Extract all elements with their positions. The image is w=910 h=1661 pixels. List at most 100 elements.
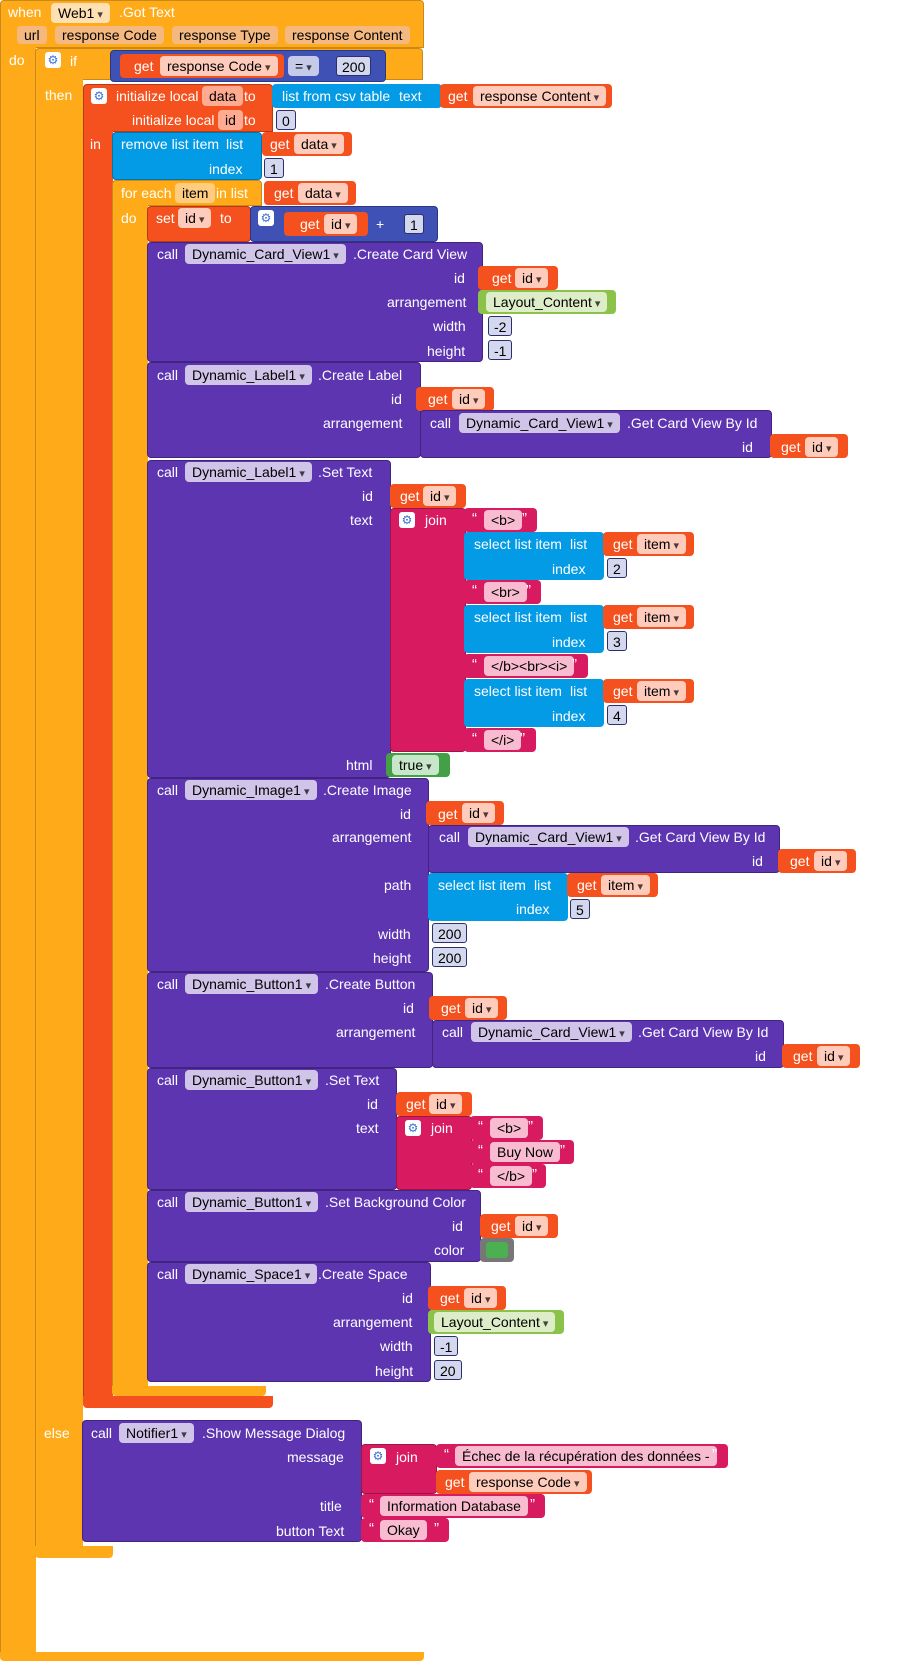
button-component-dropdown[interactable]: Dynamic_Button1 xyxy=(185,974,319,994)
green-color-swatch[interactable] xyxy=(486,1242,508,1258)
item-var-dropdown[interactable]: item xyxy=(601,875,651,895)
number-minus-1[interactable]: -1 xyxy=(434,1336,459,1356)
response-code-var-dropdown[interactable]: response Code xyxy=(160,56,278,76)
init-mutator-gear-icon[interactable]: ⚙ xyxy=(91,88,107,104)
number-minus-1[interactable]: -1 xyxy=(488,340,513,360)
error-message-value[interactable]: Échec de la récupération des données - xyxy=(455,1446,717,1466)
if-mutator-gear-icon[interactable]: ⚙ xyxy=(45,52,61,68)
okay-value[interactable]: Okay xyxy=(380,1520,427,1540)
id-var-dropdown[interactable]: id xyxy=(423,486,457,506)
csv-text-label: text xyxy=(399,88,422,104)
item-var-dropdown[interactable]: item xyxy=(637,534,687,554)
number-200-width[interactable]: 200 xyxy=(432,923,468,943)
layout-content-dropdown[interactable]: Layout_Content xyxy=(486,292,608,312)
id-var-dropdown[interactable]: id xyxy=(805,437,839,457)
id-label: id xyxy=(755,1048,766,1064)
get-label: get xyxy=(613,609,633,625)
button-component-dropdown[interactable]: Dynamic_Button1 xyxy=(185,1070,319,1090)
data-var-dropdown[interactable]: data xyxy=(294,134,344,154)
true-dropdown[interactable]: true xyxy=(392,755,439,775)
label-set-text-block[interactable] xyxy=(147,460,391,778)
id-var-dropdown[interactable]: id xyxy=(464,1288,498,1308)
web1-component-dropdown[interactable]: Web1 xyxy=(51,3,110,23)
csv-table-block[interactable] xyxy=(272,84,442,108)
remove-list-item-block[interactable] xyxy=(112,132,262,180)
label-component-dropdown[interactable]: Dynamic_Label1 xyxy=(185,462,312,482)
number-20[interactable]: 20 xyxy=(434,1360,462,1380)
item-var-dropdown[interactable]: item xyxy=(637,607,687,627)
open-quote-icon: “ xyxy=(472,510,477,527)
call-label: call xyxy=(157,367,179,383)
equals-operator-dropdown[interactable]: = xyxy=(288,56,319,76)
id-label: id xyxy=(391,391,402,407)
title-value[interactable]: Information Database xyxy=(380,1496,528,1516)
number-2[interactable]: 2 xyxy=(607,558,627,578)
height-label: height xyxy=(375,1363,414,1379)
text-buy-now-value[interactable]: Buy Now xyxy=(490,1142,561,1162)
join-mutator-gear-icon[interactable]: ⚙ xyxy=(370,1448,386,1464)
response-code-var-dropdown[interactable]: response Code xyxy=(469,1472,587,1492)
card-view-component-dropdown[interactable]: Dynamic_Card_View1 xyxy=(185,244,346,264)
join-block[interactable] xyxy=(390,508,466,752)
else-label: else xyxy=(44,1425,70,1441)
number-1[interactable]: 1 xyxy=(404,214,424,234)
number-200-height[interactable]: 200 xyxy=(432,947,468,967)
to-label: to xyxy=(220,210,232,226)
number-5[interactable]: 5 xyxy=(570,899,590,919)
to-label: to xyxy=(244,88,256,104)
text-b-br-i-value[interactable]: </b><br><i> xyxy=(484,656,575,676)
id-var-dropdown[interactable]: id xyxy=(817,1046,851,1066)
card-view-component-dropdown[interactable]: Dynamic_Card_View1 xyxy=(459,413,620,433)
number-0[interactable]: 0 xyxy=(276,110,296,130)
item-var-name-field[interactable]: item xyxy=(175,183,216,203)
item-var-dropdown[interactable]: item xyxy=(637,681,687,701)
number-minus-2[interactable]: -2 xyxy=(488,316,513,336)
get-label: get xyxy=(492,270,512,286)
create-image-block[interactable] xyxy=(147,778,429,972)
close-quote-icon: ” xyxy=(520,730,525,747)
space-component-dropdown[interactable]: Dynamic_Space1 xyxy=(185,1264,318,1284)
id-var-dropdown[interactable]: id xyxy=(515,268,549,288)
id-var-dropdown[interactable]: id xyxy=(814,851,848,871)
select-list-item-block-3[interactable] xyxy=(464,679,604,727)
param-response-type[interactable]: response Type xyxy=(172,26,278,44)
var-id-name-field[interactable]: id xyxy=(218,110,243,130)
join-mutator-gear-icon[interactable]: ⚙ xyxy=(399,512,415,528)
join-mutator-gear-icon[interactable]: ⚙ xyxy=(405,1120,421,1136)
card-view-component-dropdown[interactable]: Dynamic_Card_View1 xyxy=(471,1022,632,1042)
select-list-item-block[interactable] xyxy=(428,873,568,921)
number-3[interactable]: 3 xyxy=(607,631,627,651)
id-var-dropdown[interactable]: id xyxy=(324,214,358,234)
data-var-dropdown[interactable]: data xyxy=(298,183,348,203)
image-component-dropdown[interactable]: Dynamic_Image1 xyxy=(185,780,317,800)
id-var-dropdown[interactable]: id xyxy=(465,998,499,1018)
text-b-value[interactable]: <b> xyxy=(484,510,523,530)
add-mutator-gear-icon[interactable]: ⚙ xyxy=(258,210,274,226)
color-label: color xyxy=(434,1242,465,1258)
number-200[interactable]: 200 xyxy=(336,56,372,76)
id-var-dropdown[interactable]: id xyxy=(452,389,486,409)
select-list-item-block-1[interactable] xyxy=(464,532,604,580)
param-response-content[interactable]: response Content xyxy=(285,26,410,44)
close-quote-icon: ” xyxy=(530,1496,535,1513)
response-content-var-dropdown[interactable]: response Content xyxy=(473,86,607,106)
param-response-code[interactable]: response Code xyxy=(55,26,164,44)
number-1[interactable]: 1 xyxy=(264,158,284,178)
notifier-component-dropdown[interactable]: Notifier1 xyxy=(119,1423,194,1443)
text-b-value[interactable]: <b> xyxy=(490,1118,529,1138)
id-var-dropdown[interactable]: id xyxy=(178,208,212,228)
label-component-dropdown[interactable]: Dynamic_Label1 xyxy=(185,365,312,385)
param-url[interactable]: url xyxy=(17,26,47,44)
text-end-i-value[interactable]: </i> xyxy=(484,730,522,750)
button-component-dropdown[interactable]: Dynamic_Button1 xyxy=(185,1192,319,1212)
card-view-component-dropdown[interactable]: Dynamic_Card_View1 xyxy=(468,827,629,847)
id-var-dropdown[interactable]: id xyxy=(462,803,496,823)
text-end-b-value[interactable]: </b> xyxy=(490,1166,533,1186)
select-list-item-block-2[interactable] xyxy=(464,605,604,653)
var-data-name-field[interactable]: data xyxy=(202,86,244,106)
id-var-dropdown[interactable]: id xyxy=(429,1094,463,1114)
layout-content-dropdown[interactable]: Layout_Content xyxy=(434,1312,556,1332)
number-4[interactable]: 4 xyxy=(607,705,627,725)
id-var-dropdown[interactable]: id xyxy=(515,1216,549,1236)
text-br-value[interactable]: <br> xyxy=(484,582,527,602)
